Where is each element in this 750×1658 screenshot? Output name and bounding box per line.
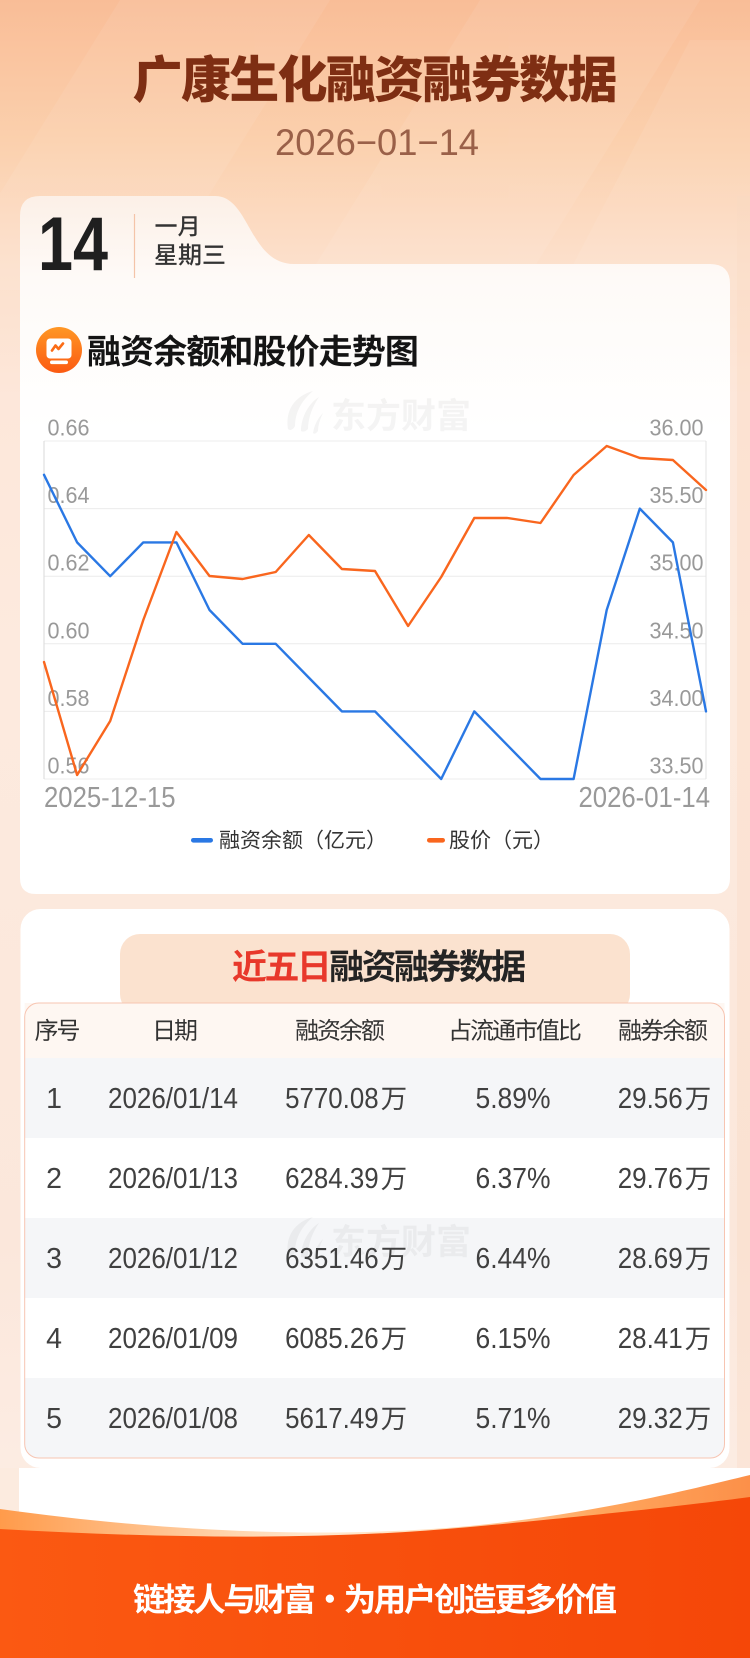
- svg-text:5770.08: 5770.08: [285, 1083, 379, 1115]
- svg-text:14: 14: [38, 202, 108, 287]
- svg-text:4: 4: [46, 1323, 62, 1355]
- svg-text:5.71%: 5.71%: [476, 1403, 551, 1435]
- svg-text:2026/01/09: 2026/01/09: [108, 1323, 238, 1355]
- svg-text:6.37%: 6.37%: [476, 1163, 551, 1195]
- svg-text:2026/01/14: 2026/01/14: [108, 1083, 238, 1115]
- svg-text:2025-12-15: 2025-12-15: [44, 782, 176, 814]
- svg-text:2026/01/08: 2026/01/08: [108, 1403, 238, 1435]
- svg-text:29.76: 29.76: [618, 1163, 683, 1195]
- svg-text:0.62: 0.62: [48, 550, 90, 576]
- svg-text:33.50: 33.50: [650, 753, 704, 779]
- svg-text:34.00: 34.00: [650, 685, 704, 711]
- svg-text:6.15%: 6.15%: [476, 1323, 551, 1355]
- svg-text:29.32: 29.32: [618, 1403, 683, 1435]
- svg-text:6085.26: 6085.26: [285, 1323, 379, 1355]
- svg-text:28.69: 28.69: [618, 1243, 683, 1275]
- svg-text:6351.46: 6351.46: [285, 1243, 379, 1275]
- svg-text:0.60: 0.60: [48, 617, 90, 643]
- svg-text:2026−01−14: 2026−01−14: [275, 122, 479, 163]
- svg-text:1: 1: [46, 1083, 62, 1115]
- svg-text:5: 5: [46, 1403, 62, 1435]
- svg-text:2: 2: [46, 1163, 62, 1195]
- svg-text:6284.39: 6284.39: [285, 1163, 379, 1195]
- svg-text:3: 3: [46, 1243, 62, 1275]
- svg-text:5617.49: 5617.49: [285, 1403, 379, 1435]
- svg-text:2026-01-14: 2026-01-14: [579, 782, 711, 814]
- svg-text:28.41: 28.41: [618, 1323, 683, 1355]
- svg-text:6.44%: 6.44%: [476, 1243, 551, 1275]
- svg-text:29.56: 29.56: [618, 1083, 683, 1115]
- svg-text:35.50: 35.50: [650, 482, 704, 508]
- svg-text:5.89%: 5.89%: [476, 1083, 551, 1115]
- svg-text:36.00: 36.00: [650, 415, 704, 441]
- svg-text:34.50: 34.50: [650, 617, 704, 643]
- svg-text:2026/01/13: 2026/01/13: [108, 1163, 238, 1195]
- svg-text:0.66: 0.66: [48, 415, 90, 441]
- svg-text:2026/01/12: 2026/01/12: [108, 1243, 238, 1275]
